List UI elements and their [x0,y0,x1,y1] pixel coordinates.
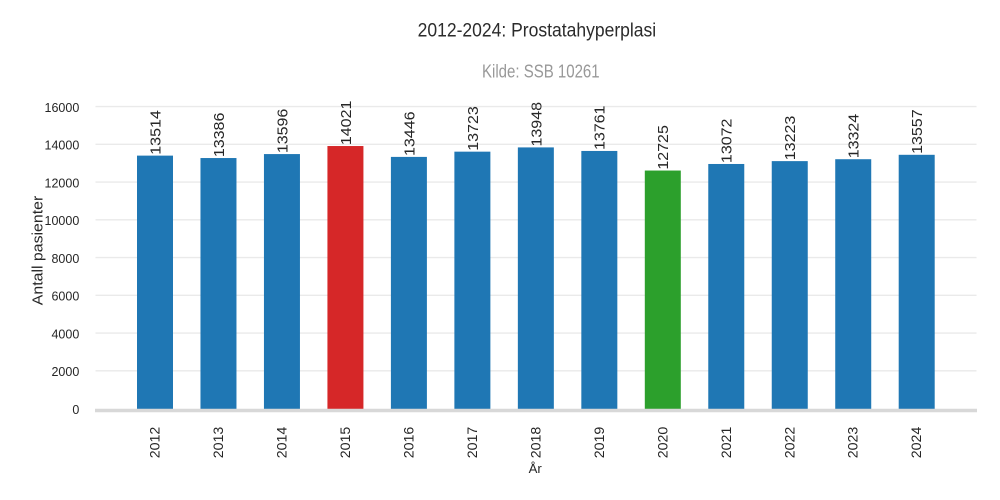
svg-text:13223: 13223 [782,116,799,161]
svg-text:14000: 14000 [45,139,80,153]
svg-text:13948: 13948 [528,102,545,147]
svg-text:2017: 2017 [465,427,481,459]
svg-text:Kilde: SSB 10261: Kilde: SSB 10261 [482,61,600,82]
svg-text:2018: 2018 [528,427,544,459]
svg-text:2020: 2020 [655,427,671,459]
svg-text:0: 0 [72,403,79,417]
svg-text:2015: 2015 [338,427,354,459]
svg-text:År: År [529,461,543,476]
svg-text:13557: 13557 [909,109,926,154]
svg-text:16000: 16000 [45,101,80,115]
svg-text:13446: 13446 [401,112,418,157]
svg-text:13324: 13324 [846,114,863,159]
svg-text:13386: 13386 [211,113,228,158]
svg-text:2023: 2023 [846,427,862,459]
svg-text:2016: 2016 [401,427,417,459]
svg-text:2014: 2014 [274,427,290,459]
svg-text:2012: 2012 [148,427,164,459]
svg-text:2000: 2000 [51,365,79,379]
svg-text:8000: 8000 [51,252,79,266]
svg-text:13514: 13514 [147,110,164,155]
svg-text:2012-2024: Prostatahyperplasi: 2012-2024: Prostatahyperplasi [418,21,657,42]
svg-text:14021: 14021 [338,101,355,146]
svg-text:6000: 6000 [51,290,79,304]
svg-text:2021: 2021 [719,427,735,459]
svg-text:Antall pasienter: Antall pasienter [31,196,47,306]
svg-text:2013: 2013 [211,427,227,459]
svg-text:13596: 13596 [274,109,291,154]
svg-text:2019: 2019 [592,427,608,459]
svg-text:2022: 2022 [782,427,798,459]
svg-text:13072: 13072 [719,119,736,164]
svg-text:12725: 12725 [655,125,672,170]
svg-text:13723: 13723 [465,106,482,151]
svg-text:2024: 2024 [909,427,925,459]
svg-text:10000: 10000 [45,214,80,228]
svg-text:12000: 12000 [45,176,80,190]
svg-text:4000: 4000 [51,327,79,341]
svg-text:13761: 13761 [592,106,609,151]
